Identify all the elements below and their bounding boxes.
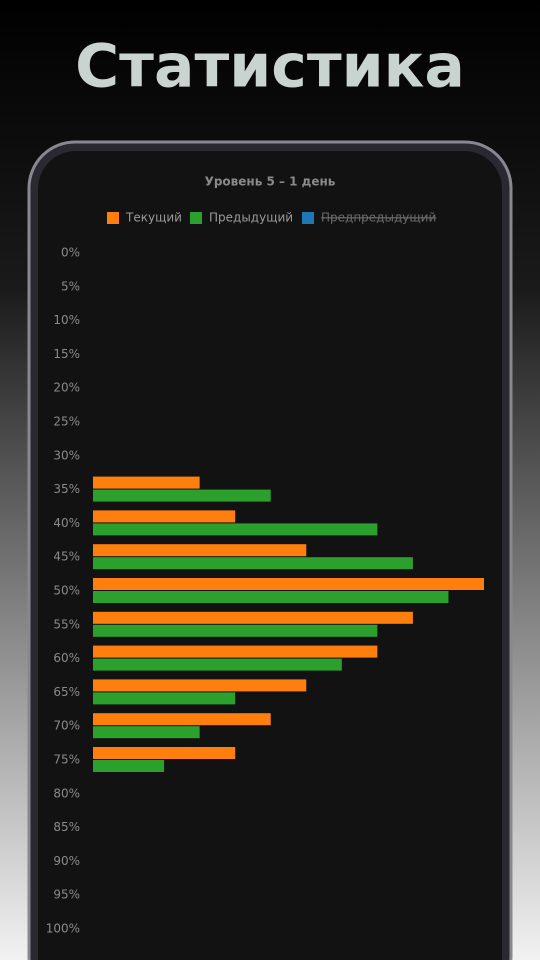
legend-label: Предыдущий (209, 211, 293, 225)
y-tick-label: 75% (53, 753, 80, 767)
bar (93, 611, 413, 624)
y-tick-label: 30% (53, 448, 80, 462)
y-tick-label: 90% (53, 854, 80, 868)
y-tick-label: 85% (53, 820, 80, 834)
y-tick-label: 15% (53, 347, 80, 361)
legend-swatch (190, 212, 202, 224)
bar (93, 510, 236, 523)
bar (93, 544, 307, 557)
bar (93, 523, 378, 536)
y-tick-label: 100% (46, 922, 80, 936)
y-tick-label: 80% (53, 786, 80, 800)
bar (93, 692, 236, 705)
y-tick-label: 20% (53, 381, 80, 395)
y-tick-label: 35% (53, 482, 80, 496)
y-tick-label: 40% (53, 516, 80, 530)
legend-swatch (107, 212, 119, 224)
y-tick-label: 50% (53, 584, 80, 598)
y-tick-label: 45% (53, 550, 80, 564)
bar (93, 760, 165, 772)
bar (93, 624, 378, 637)
header-title: Статистика (75, 32, 465, 102)
bar (93, 713, 271, 726)
legend-label: Предпредыдущий (321, 211, 436, 225)
y-tick-label: 65% (53, 685, 80, 699)
bar (93, 645, 378, 658)
y-tick-label: 0% (61, 246, 80, 260)
bar (93, 591, 449, 603)
bar (93, 679, 307, 692)
legend-swatch (302, 212, 314, 224)
bar (93, 489, 271, 502)
y-tick-label: 10% (53, 313, 80, 327)
legend-label: Текущий (125, 211, 182, 225)
bar (93, 557, 413, 570)
y-tick-label: 5% (61, 279, 80, 293)
y-tick-label: 55% (53, 617, 80, 631)
bar (93, 476, 200, 489)
chart: Текущий Предыдущий Предпредыдущий 0% 5% 10% 15… (46, 211, 484, 936)
y-tick-label: 95% (53, 888, 80, 902)
y-tick-label: 60% (53, 651, 80, 665)
bar (93, 578, 484, 590)
bar (93, 726, 200, 739)
chart-title: Уровень 5 – 1 день (205, 175, 336, 189)
bar (93, 658, 342, 671)
y-tick-label: 70% (53, 719, 80, 733)
bar (93, 747, 236, 759)
y-tick-label: 25% (53, 415, 80, 429)
